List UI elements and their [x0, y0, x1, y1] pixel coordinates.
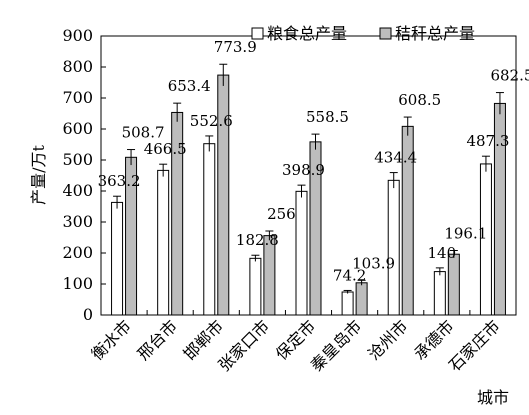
x-category-label: 衡水市 — [87, 316, 134, 363]
bars — [111, 63, 506, 316]
x-category-label: 石家庄市 — [445, 316, 504, 375]
data-label: 398.9 — [282, 161, 325, 179]
x-category-label: 邢台市 — [134, 316, 181, 363]
data-label: 608.5 — [398, 91, 441, 109]
x-category-label: 张家口市 — [215, 316, 274, 375]
y-tick-label: 400 — [62, 181, 93, 200]
legend: 粮食总产量 秸秆总产量 — [251, 24, 475, 43]
bar-grain — [433, 271, 446, 316]
y-tick-label: 300 — [62, 212, 93, 231]
bar-grain — [157, 169, 170, 316]
y-tick-label: 500 — [62, 150, 93, 169]
data-label: 682.5 — [490, 67, 529, 85]
bar-grain — [203, 143, 216, 316]
bar-grain — [249, 257, 262, 316]
y-tick-label: 0 — [83, 305, 93, 324]
data-label: 434.4 — [374, 149, 417, 167]
data-label: 196.1 — [444, 224, 487, 242]
y-tick-label: 900 — [62, 26, 93, 45]
data-label: 256 — [267, 205, 296, 223]
data-label: 552.6 — [190, 112, 233, 130]
x-category-label: 沧州市 — [364, 316, 411, 363]
data-label: 558.5 — [306, 108, 349, 126]
data-label: 487.3 — [466, 132, 509, 150]
data-label: 363.2 — [98, 172, 141, 190]
legend-swatch — [379, 27, 392, 40]
data-label: 140 — [428, 244, 457, 262]
legend-label: 粮食总产量 — [267, 24, 347, 43]
y-tick-label: 600 — [62, 119, 93, 138]
y-tick-label: 200 — [62, 243, 93, 262]
data-label: 74.2 — [333, 266, 366, 284]
y-axis-title: 产量/万t — [29, 145, 48, 205]
bar-straw — [447, 253, 460, 316]
x-category-label: 秦皇岛市 — [307, 316, 366, 375]
x-axis-title: 城市 — [477, 388, 509, 407]
legend-swatch — [251, 27, 264, 40]
y-tick-label: 800 — [62, 57, 93, 76]
data-label: 182.8 — [236, 231, 279, 249]
y-axis: 0 100 200 300 400 500 600 700 800 900 — [62, 26, 517, 324]
data-label: 508.7 — [122, 124, 165, 142]
plot-frame — [100, 35, 517, 316]
bar-grain — [295, 190, 308, 316]
bar-straw — [355, 282, 368, 316]
data-label: 653.4 — [168, 77, 211, 95]
y-tick-label: 700 — [62, 88, 93, 107]
bar-grain — [387, 179, 400, 316]
legend-label: 秸秆总产量 — [395, 24, 475, 43]
bar-grain — [111, 201, 124, 316]
data-label: 773.9 — [214, 38, 257, 56]
y-tick-label: 100 — [62, 274, 93, 293]
data-label: 466.5 — [144, 140, 187, 158]
bar-grain — [341, 291, 354, 316]
data-label: 103.9 — [352, 254, 395, 272]
